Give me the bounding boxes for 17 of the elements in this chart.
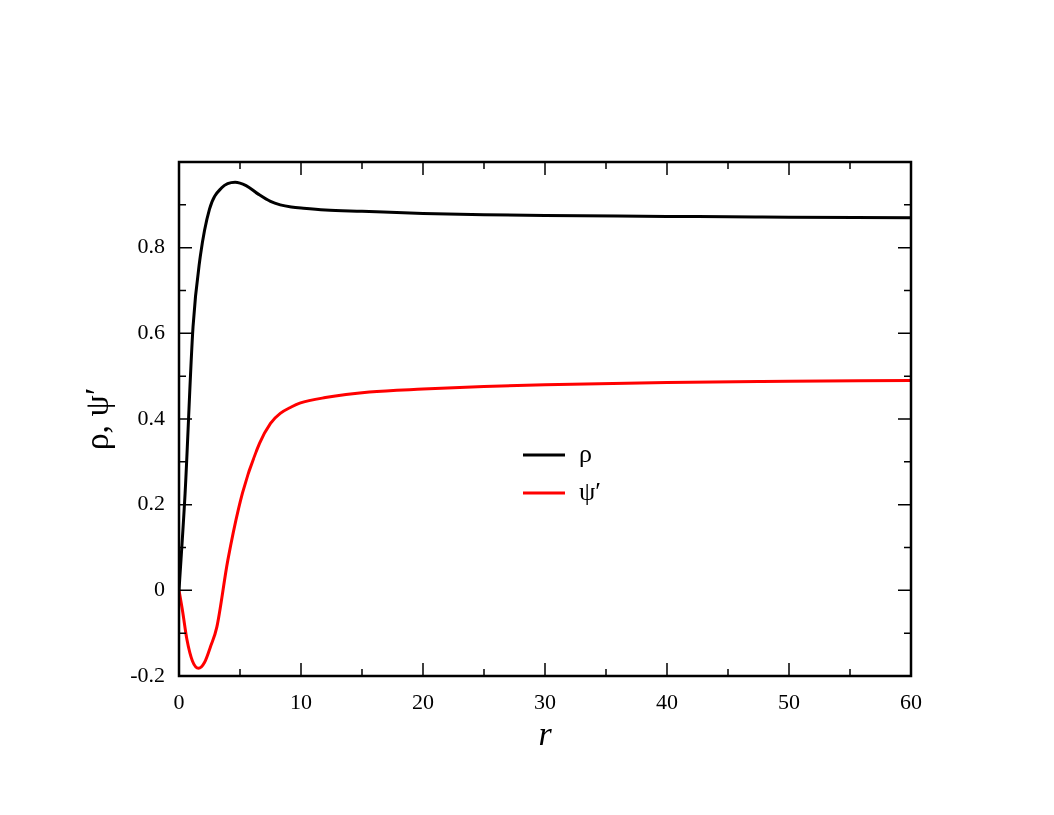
x-tick-label: 20 bbox=[412, 688, 434, 714]
legend-label: ρ bbox=[579, 438, 592, 468]
x-tick-label: 40 bbox=[656, 688, 678, 714]
x-tick-label: 30 bbox=[534, 688, 556, 714]
y-tick-label: 0.4 bbox=[137, 404, 165, 430]
x-tick-label: 0 bbox=[173, 688, 185, 714]
legend-label: ψ′ bbox=[579, 476, 601, 506]
x-tick-label: 10 bbox=[290, 688, 312, 714]
y-tick-label: -0.2 bbox=[130, 661, 165, 687]
y-tick-label: 0.8 bbox=[137, 233, 165, 259]
x-tick-label: 60 bbox=[900, 688, 922, 714]
y-tick-label: 0.2 bbox=[137, 490, 165, 516]
y-axis-title: ρ, ψ′ bbox=[78, 387, 116, 451]
y-tick-label: 0.6 bbox=[137, 319, 165, 345]
y-tick-label: 0 bbox=[154, 576, 165, 602]
x-axis-title: r bbox=[538, 714, 553, 752]
x-tick-label: 50 bbox=[778, 688, 800, 714]
